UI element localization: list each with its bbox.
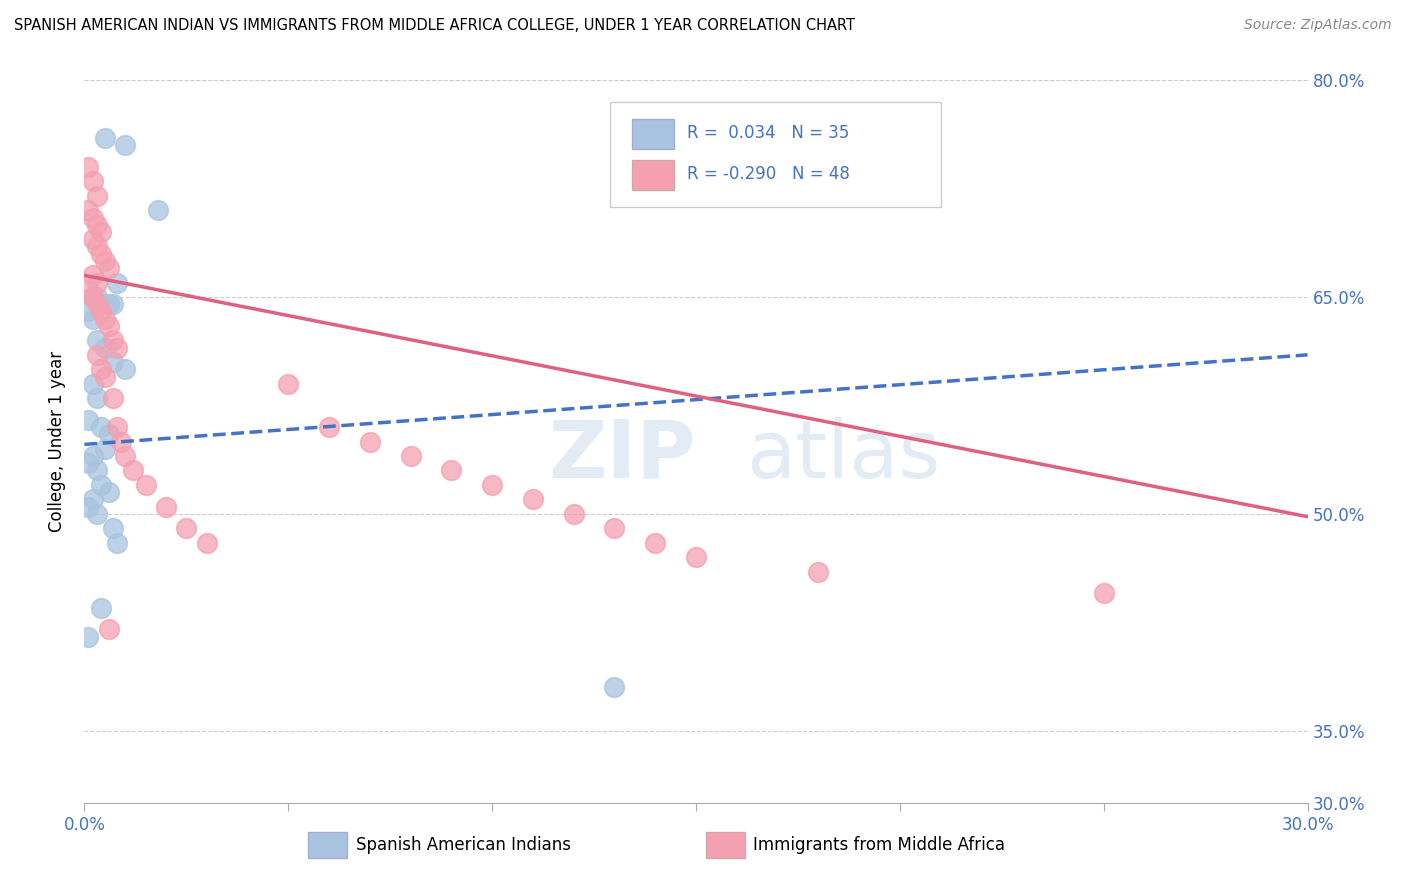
FancyBboxPatch shape [633, 119, 673, 149]
Point [77, 413, 100, 427]
Point [685, 550, 707, 565]
Point [105, 341, 128, 355]
Point [86, 463, 108, 477]
Point [93, 442, 115, 456]
Point [90, 297, 112, 311]
Point [318, 420, 340, 434]
FancyBboxPatch shape [633, 160, 673, 190]
Point [86, 189, 108, 203]
Point [86, 297, 108, 311]
Point [77, 304, 100, 318]
Point [82, 174, 104, 188]
Point [90, 304, 112, 318]
Point [146, 203, 169, 218]
Point [101, 391, 124, 405]
Point [90, 362, 112, 376]
FancyBboxPatch shape [706, 832, 745, 858]
Text: Source: ZipAtlas.com: Source: ZipAtlas.com [1244, 18, 1392, 32]
Point [522, 492, 544, 507]
Point [644, 535, 666, 549]
Point [77, 500, 100, 514]
Point [97, 261, 120, 276]
Point [82, 449, 104, 463]
Point [114, 138, 136, 153]
FancyBboxPatch shape [610, 102, 941, 207]
Point [93, 369, 115, 384]
Point [114, 362, 136, 376]
Point [77, 456, 100, 470]
Point [82, 211, 104, 225]
Point [277, 376, 299, 391]
Point [114, 449, 136, 463]
Point [77, 203, 100, 218]
Point [399, 449, 422, 463]
Point [195, 535, 218, 549]
Point [86, 348, 108, 362]
Point [82, 290, 104, 304]
Point [77, 283, 100, 297]
Point [82, 492, 104, 507]
Point [603, 680, 626, 694]
Point [86, 218, 108, 232]
Point [97, 623, 120, 637]
Point [101, 334, 124, 348]
Text: SPANISH AMERICAN INDIAN VS IMMIGRANTS FROM MIDDLE AFRICA COLLEGE, UNDER 1 YEAR C: SPANISH AMERICAN INDIAN VS IMMIGRANTS FR… [14, 18, 855, 33]
Point [174, 521, 197, 535]
Point [86, 334, 108, 348]
FancyBboxPatch shape [308, 832, 347, 858]
Point [86, 290, 108, 304]
Point [101, 355, 124, 369]
Y-axis label: College, Under 1 year: College, Under 1 year [48, 351, 66, 533]
Point [90, 246, 112, 260]
Point [440, 463, 463, 477]
Text: atlas: atlas [747, 417, 941, 495]
Point [97, 297, 120, 311]
Point [90, 478, 112, 492]
Point [562, 507, 585, 521]
Point [82, 376, 104, 391]
Point [603, 521, 626, 535]
Text: ZIP: ZIP [548, 417, 696, 495]
Point [82, 268, 104, 283]
Text: R = -0.290   N = 48: R = -0.290 N = 48 [688, 165, 851, 183]
Point [105, 535, 128, 549]
Point [155, 500, 177, 514]
Point [86, 239, 108, 253]
Point [93, 131, 115, 145]
Point [359, 434, 381, 449]
Point [105, 276, 128, 290]
Point [82, 232, 104, 246]
Text: Spanish American Indians: Spanish American Indians [356, 837, 571, 855]
Point [77, 630, 100, 644]
Point [97, 318, 120, 333]
Point [122, 463, 145, 477]
Point [101, 297, 124, 311]
Point [135, 478, 157, 492]
Point [93, 341, 115, 355]
Text: R =  0.034   N = 35: R = 0.034 N = 35 [688, 124, 849, 142]
Point [93, 253, 115, 268]
Point [90, 420, 112, 434]
Point [77, 160, 100, 174]
Point [86, 507, 108, 521]
Point [105, 420, 128, 434]
Point [86, 276, 108, 290]
Point [101, 521, 124, 535]
Point [82, 311, 104, 326]
Point [90, 600, 112, 615]
Point [93, 311, 115, 326]
Point [110, 434, 132, 449]
Point [807, 565, 830, 579]
Point [97, 485, 120, 500]
Point [481, 478, 503, 492]
Point [86, 391, 108, 405]
Point [97, 427, 120, 442]
Point [1092, 586, 1115, 600]
Text: Immigrants from Middle Africa: Immigrants from Middle Africa [754, 837, 1005, 855]
Point [90, 225, 112, 239]
Point [82, 290, 104, 304]
